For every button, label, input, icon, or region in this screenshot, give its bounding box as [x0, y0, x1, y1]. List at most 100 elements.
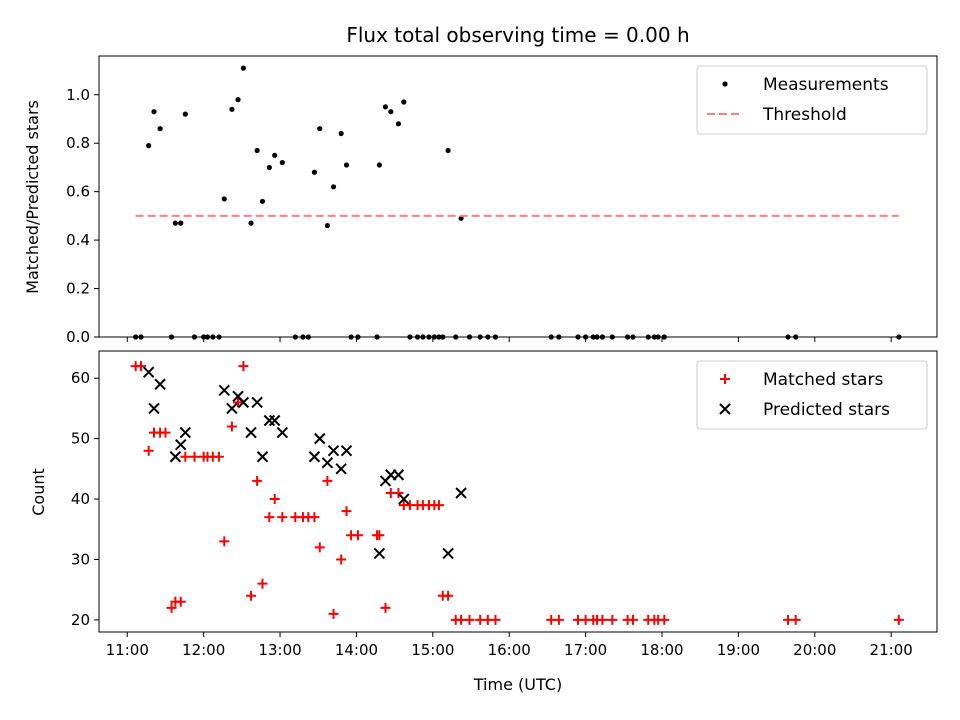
bottom-plus-point-22 [264, 512, 275, 523]
top-dot-point-17 [240, 65, 246, 71]
bottom-legend-label-1: Predicted stars [763, 400, 890, 420]
bottom-plus-point-29 [314, 542, 325, 553]
xtick-label-10: 21:00 [870, 641, 913, 659]
bottom-plus-point-71 [790, 614, 801, 625]
bottom-x-point-7 [226, 402, 238, 415]
xtick-label-8: 19:00 [717, 641, 760, 659]
bottom-plus-point-20 [252, 475, 263, 486]
top-dot-point-19 [254, 147, 260, 154]
bottom-plus-point-37 [374, 530, 385, 541]
top-legend: Measurements Threshold [696, 65, 928, 135]
bottom-x-point-10 [245, 426, 257, 439]
bottom-x-point-27 [442, 547, 454, 560]
chart-title: Flux total observing time = 0.00 h [346, 23, 689, 47]
top-ytick-label-4: 0.8 [66, 134, 90, 152]
top-dot-point-3 [151, 109, 157, 115]
bottom-plus-point-21 [257, 578, 268, 589]
top-dot-point-27 [311, 169, 318, 175]
bottom-plus-point-23 [269, 494, 280, 505]
top-dot-point-31 [338, 130, 344, 137]
xtick-label-2: 13:00 [258, 641, 301, 659]
bottom-legend-label-0: Matched stars [763, 370, 883, 390]
top-axes-frame [98, 55, 938, 338]
top-legend-label-0: Measurements [763, 75, 889, 95]
bottom-plus-point-32 [336, 554, 347, 565]
bottom-plus-point-55 [490, 614, 501, 625]
xtick-label-1: 12:00 [182, 641, 225, 659]
bottom-plus-point-9 [180, 451, 191, 462]
bottom-plus-point-17 [233, 397, 244, 408]
bottom-plus-point-18 [238, 361, 249, 372]
top-plot-area [133, 65, 902, 340]
bottom-panel-counts: 20 30 40 50 60 11:00 12:00 13:00 14:00 15:00 16:00… [71, 350, 938, 659]
bottom-x-point-26 [398, 493, 410, 505]
top-legend-box [696, 65, 928, 135]
top-dot-point-6 [172, 220, 178, 226]
top-legend-swatch-point-0 [722, 81, 728, 87]
bottom-plus-point-8 [175, 596, 186, 607]
top-series-measurements [133, 65, 902, 340]
bottom-plus-point-6 [166, 602, 177, 613]
bottom-x-point-28 [455, 487, 467, 499]
top-ytick-label-0: 0.0 [66, 328, 90, 346]
bottom-plus-point-47 [433, 500, 444, 511]
top-dot-point-18 [248, 220, 254, 226]
bottom-plot-area [130, 361, 904, 625]
bottom-x-point-1 [148, 402, 160, 415]
top-dot-point-8 [182, 111, 188, 117]
bottom-plus-point-33 [341, 506, 352, 517]
top-dot-point-39 [395, 121, 402, 127]
top-dot-point-32 [343, 162, 350, 168]
bottom-plus-point-1 [136, 361, 147, 372]
bottom-x-point-17 [314, 432, 326, 445]
bottom-legend: Matched stars Predicted stars [696, 360, 928, 430]
bottom-plus-point-63 [607, 614, 618, 625]
bottom-plus-point-38 [380, 602, 391, 613]
bottom-x-point-15 [276, 426, 289, 439]
top-dot-point-37 [382, 104, 389, 110]
x-axis-label: Time (UTC) [473, 675, 562, 694]
top-dot-point-38 [388, 109, 394, 115]
bottom-x-point-0 [142, 366, 155, 378]
xtick-label-9: 20:00 [793, 641, 836, 659]
bottom-plus-point-19 [246, 590, 257, 601]
top-dot-point-28 [317, 126, 323, 132]
bottom-x-point-4 [175, 438, 187, 451]
top-ytick-label-1: 0.2 [66, 280, 90, 298]
top-dot-point-40 [401, 99, 407, 105]
bottom-x-point-3 [169, 451, 182, 463]
bottom-plus-point-16 [226, 421, 237, 432]
top-dot-point-29 [324, 222, 331, 229]
bottom-x-point-22 [373, 547, 386, 560]
xtick-label-3: 14:00 [335, 641, 378, 659]
bottom-legend-swatch-point-0 [720, 374, 730, 384]
top-dot-point-4 [157, 126, 163, 132]
bottom-plus-point-15 [219, 536, 230, 547]
bottom-x-point-25 [392, 469, 405, 481]
bottom-plus-point-40 [393, 488, 404, 499]
bottom-x-point-19 [327, 445, 340, 457]
bottom-y-axis-label: Count [29, 468, 48, 516]
bottom-plus-point-5 [160, 427, 171, 438]
bottom-plus-point-51 [456, 614, 467, 625]
top-dot-point-2 [146, 143, 152, 149]
top-dot-point-22 [272, 152, 278, 158]
bottom-plus-point-72 [893, 614, 904, 625]
top-ytick-label-2: 0.4 [66, 231, 90, 249]
top-dot-point-15 [229, 106, 235, 112]
bottom-ytick-label-1: 30 [71, 550, 90, 568]
top-dot-point-14 [221, 196, 227, 202]
bottom-x-point-6 [218, 384, 230, 396]
top-dot-point-36 [376, 162, 382, 168]
xtick-label-5: 16:00 [488, 641, 531, 659]
bottom-x-point-16 [308, 451, 321, 463]
top-panel-ratio: 0.0 0.2 0.4 0.6 0.8 1.0 Measurements Threshold [66, 55, 938, 346]
bottom-plus-point-30 [322, 475, 333, 486]
bottom-plus-point-35 [352, 530, 363, 541]
bottom-plus-point-57 [553, 614, 564, 625]
bottom-legend-box [696, 360, 928, 430]
bottom-plus-point-14 [213, 451, 224, 462]
bottom-x-point-14 [268, 414, 281, 427]
bottom-x-point-2 [154, 378, 166, 390]
